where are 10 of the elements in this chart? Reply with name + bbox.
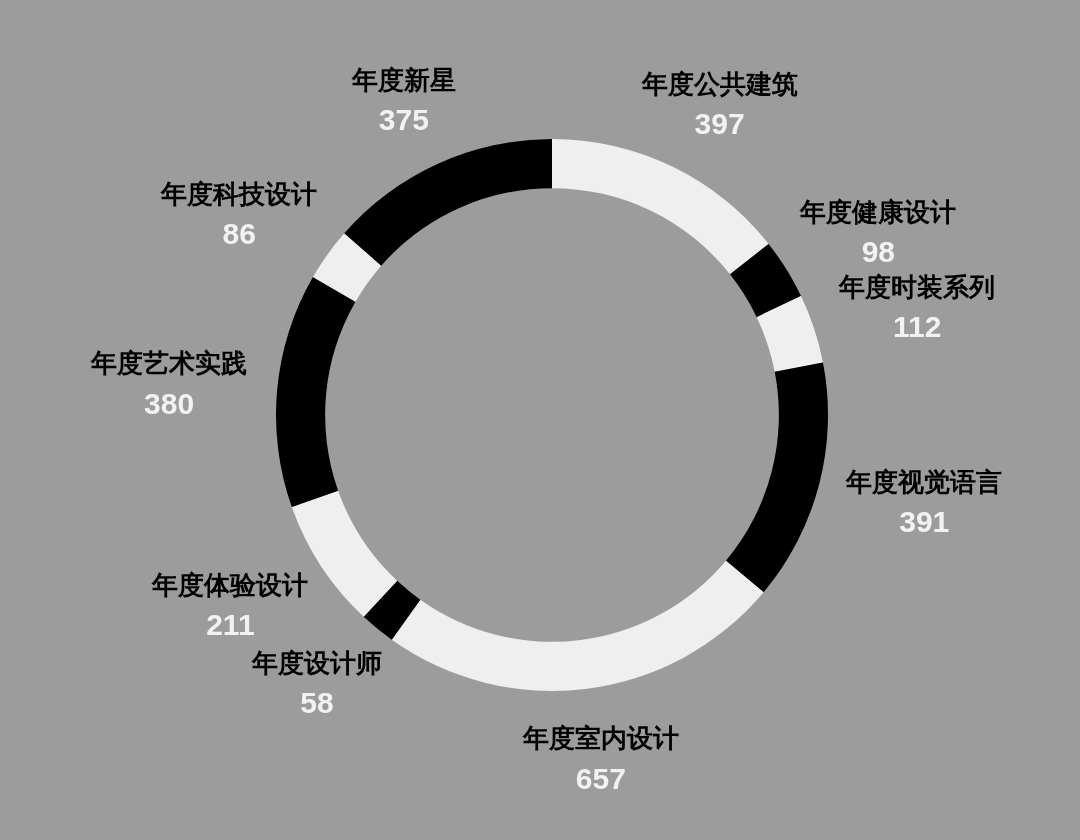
label: 年度时装系列 (839, 271, 996, 302)
label: 年度科技设计 (161, 178, 318, 209)
label: 年度健康设计 (800, 197, 957, 227)
label: 年度艺术实践 (91, 348, 248, 379)
label: 年度体验设计 (152, 569, 309, 600)
label: 年度视觉语言 (846, 466, 1003, 497)
label: 年度新星 (351, 64, 456, 95)
label: 年度室内设计 (522, 723, 679, 754)
label: 年度设计师 (251, 647, 382, 678)
label: 年度公共建筑 (641, 68, 798, 99)
